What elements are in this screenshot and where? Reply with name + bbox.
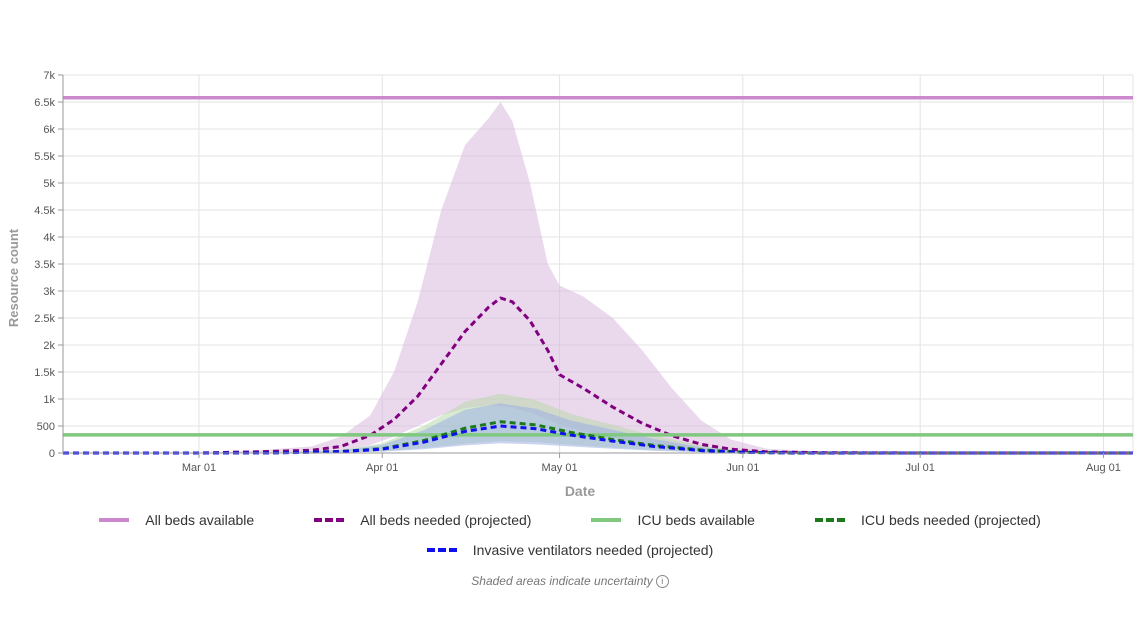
chart-svg: 0 500 1k 1.5k 2k 2.5k 3k 3.5k 4k 4.5k 5k 5.5k 6k 6.5k…	[6, 70, 1134, 499]
x-axis-label: Date	[565, 483, 596, 499]
y-tick-label: 7k	[43, 70, 55, 82]
x-tick-label: Aug 01	[1086, 462, 1121, 474]
y-axis-label: Resource count	[6, 228, 21, 327]
legend-item-all-beds-available[interactable]: All beds available	[99, 512, 254, 528]
legend-label: Invasive ventilators needed (projected)	[472, 542, 714, 558]
uncertainty-bands	[63, 102, 1133, 453]
y-tick-label: 1.5k	[34, 367, 55, 379]
y-tick-label: 5.5k	[34, 151, 55, 163]
y-tick-label: 500	[37, 421, 55, 433]
y-tick-label: 2k	[43, 340, 55, 352]
y-tick-label: 2.5k	[34, 313, 55, 325]
uncertainty-note: Shaded areas indicate uncertainty i	[0, 574, 1140, 588]
series-lines	[63, 95, 1133, 455]
x-tick-label: Mar 01	[182, 462, 216, 474]
axes: 0 500 1k 1.5k 2k 2.5k 3k 3.5k 4k 4.5k 5k 5.5k 6k 6.5k…	[34, 70, 1133, 474]
band-icu-beds-needed-projected	[63, 393, 1133, 453]
legend-item-icu-beds-needed[interactable]: ICU beds needed (projected)	[814, 512, 1041, 528]
y-tick-label: 1k	[43, 394, 55, 406]
legend-item-ventilators-needed[interactable]: Invasive ventilators needed (projected)	[426, 542, 714, 558]
y-tick-label: 3.5k	[34, 259, 55, 271]
info-icon[interactable]: i	[655, 575, 669, 588]
legend-label: ICU beds needed (projected)	[860, 512, 1041, 528]
x-tick-label: Apr 01	[366, 462, 398, 474]
legend-item-icu-beds-available[interactable]: ICU beds available	[591, 512, 755, 528]
legend-swatch	[314, 518, 345, 522]
y-tick-label: 5k	[43, 178, 55, 190]
y-tick-label: 0	[49, 448, 55, 460]
line-all-beds-needed-projected	[63, 296, 1133, 455]
legend-swatch	[99, 518, 130, 522]
legend-swatch	[814, 518, 845, 522]
line-invasive-ventilators-needed-projected	[63, 424, 1133, 455]
y-tick-label: 3k	[43, 286, 55, 298]
x-tick-label: May 01	[542, 462, 578, 474]
legend-label: All beds needed (projected)	[360, 512, 532, 528]
y-tick-label: 4k	[43, 232, 55, 244]
y-tick-label: 6k	[43, 124, 55, 136]
legend-swatch	[591, 518, 622, 522]
band-invasive-ventilators-needed-projected	[63, 403, 1133, 453]
y-tick-label: 4.5k	[34, 205, 55, 217]
x-tick-label: Jun 01	[726, 462, 759, 474]
legend-item-all-beds-needed[interactable]: All beds needed (projected)	[314, 512, 531, 528]
legend-row-1: All beds available All beds needed (proj…	[0, 505, 1140, 535]
uncertainty-note-text: Shaded areas indicate uncertainty	[471, 574, 653, 588]
x-tick-label: Jul 01	[906, 462, 935, 474]
band-all-beds-needed-projected	[63, 102, 1133, 453]
y-tick-label: 6.5k	[34, 97, 55, 109]
legend-label: All beds available	[145, 512, 255, 528]
legend-label: ICU beds available	[637, 512, 755, 528]
legend-row-2: Invasive ventilators needed (projected)	[0, 535, 1140, 565]
legend: All beds available All beds needed (proj…	[0, 505, 1140, 565]
legend-swatch	[426, 548, 457, 552]
